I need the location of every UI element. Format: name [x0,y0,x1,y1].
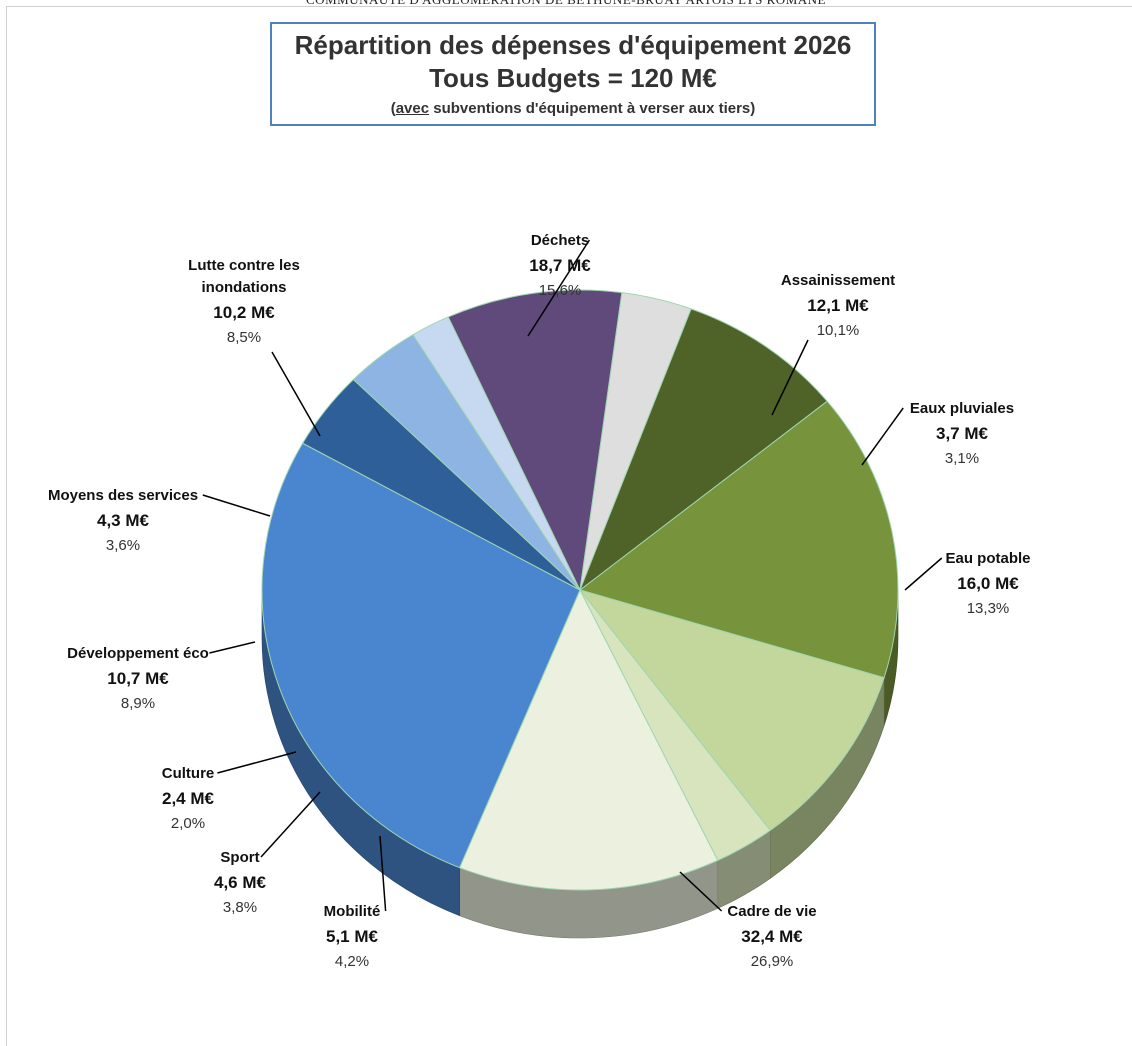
label-name-assainissement: Assainissement [781,272,895,289]
chart-frame [6,6,1132,1046]
leader-eau-potable [904,557,943,591]
label-value-culture: 2,4 M€ [162,789,215,808]
leader-eaux-pluviales [861,407,904,466]
label-value-developpement-eco: 10,7 M€ [107,669,169,688]
slice-developpement-eco [447,289,623,592]
label-value-eau-potable: 16,0 M€ [957,574,1019,593]
label-name-mobilite: Mobilité [324,903,381,920]
label-pct-developpement-eco: 8,9% [121,695,155,712]
leader-dechets [527,239,591,337]
label-pct-culture: 2,0% [171,815,205,832]
label-pct-lutte-contre-les-inondations: 8,5% [227,329,261,346]
page-header: COMMUNAUTE D'AGGLOMERATION DE BETHUNE-BR… [0,0,1132,8]
label-pct-eaux-pluviales: 3,1% [945,450,979,467]
leader-moyens-des-services [202,494,271,517]
slice-dechets [578,400,899,679]
leader-lines [202,239,943,912]
label-value-assainissement: 12,1 M€ [807,296,869,315]
slice-labels: Déchets 18,7 M€ 15,6% Assainissement 12,1 M€… [48,232,1031,970]
label-name-culture: Culture [162,765,215,782]
chart-title-box: Répartition des dépenses d'équipement 20… [270,22,876,126]
leader-lutte-contre-les-inondations [271,351,321,437]
label-pct-cadre-de-vie: 26,9% [751,953,794,970]
leader-cadre-de-vie [679,871,723,912]
label-name-dechets: Déchets [531,232,589,249]
label-name-eau-potable: Eau potable [945,550,1030,567]
label-pct-moyens-des-services: 3,6% [106,537,140,554]
chart-note-rest: subventions d'équipement à verser aux ti… [429,100,756,117]
label-name-lutte-contre-les-inondations: inondations [202,279,287,296]
label-name-eaux-pluviales: Eaux pluviales [910,400,1014,417]
label-pct-dechets: 15,6% [539,282,582,299]
label-name-sport: Sport [220,849,259,866]
label-value-eaux-pluviales: 3,7 M€ [936,424,989,443]
chart-subtitle: Tous Budgets = 120 M€ [429,63,717,93]
label-value-moyens-des-services: 4,3 M€ [97,511,150,530]
pie-top-layer [261,289,899,891]
slice-cadre-de-vie [261,442,581,869]
leader-culture [217,751,297,774]
label-value-dechets: 18,7 M€ [529,256,591,275]
label-pct-mobilite: 4,2% [335,953,369,970]
label-name-cadre-de-vie: Cadre de vie [727,903,816,920]
chart-note: (avec subventions d'équipement à verser … [272,100,874,117]
leader-sport [260,791,321,858]
label-value-sport: 4,6 M€ [214,873,267,892]
label-name-developpement-eco: Développement éco [67,645,209,662]
label-pct-eau-potable: 13,3% [967,600,1010,617]
chart-note-underlined: avec [395,100,430,117]
label-pct-sport: 3,8% [223,899,257,916]
slice-eau-potable [458,588,719,891]
label-pct-assainissement: 10,1% [817,322,860,339]
label-value-mobilite: 5,1 M€ [326,927,379,946]
chart-title: Répartition des dépenses d'équipement 20… [294,30,852,60]
leader-assainissement [771,339,809,416]
chart-note-open: ( [390,100,396,117]
slice-lutte-contre-les-inondations [578,308,828,592]
label-value-lutte-contre-les-inondations: 10,2 M€ [213,303,275,322]
label-value-cadre-de-vie: 32,4 M€ [741,927,803,946]
slice-assainissement [578,589,885,832]
leader-mobilite [379,835,387,912]
label-name-moyens-des-services: Moyens des services [48,487,198,504]
pie-depth-layer [261,589,899,939]
label-name-lutte-contre-les-inondations: Lutte contre les [188,257,300,274]
leader-developpement-eco [209,641,256,654]
